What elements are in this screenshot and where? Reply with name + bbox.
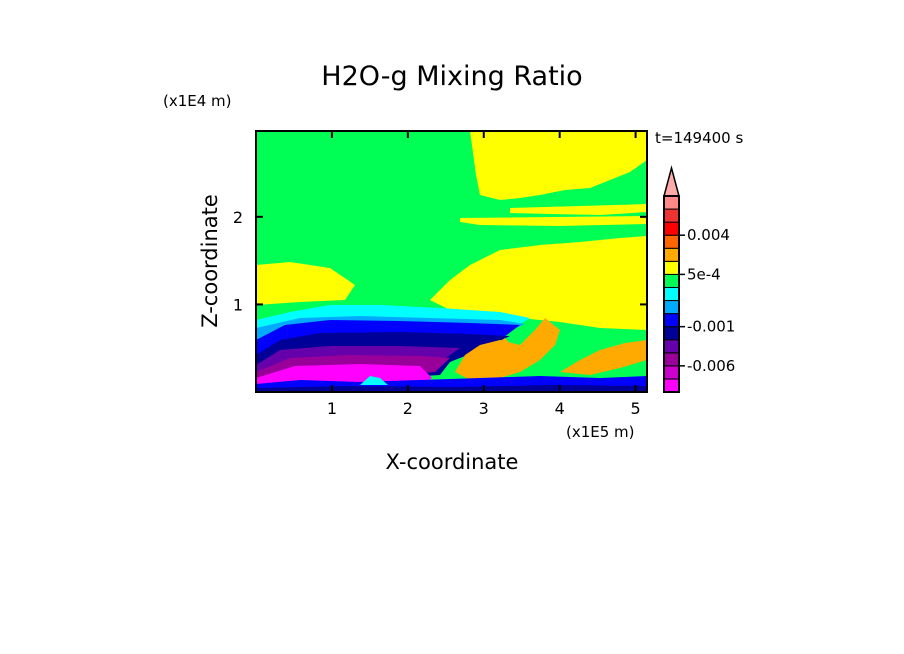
colorbar-swatch <box>663 247 680 262</box>
colorbar-swatch <box>663 352 680 367</box>
colorbar-overflow-arrow <box>663 165 680 197</box>
colorbar-label: -0.001 <box>687 318 735 336</box>
x-tick-label: 4 <box>555 399 565 418</box>
colorbar-swatch <box>663 300 680 315</box>
x-tick-label: 1 <box>327 399 337 418</box>
x-tick-label: 5 <box>631 399 641 418</box>
colorbar: -0.006 -0.001 5e-4 0.004 <box>663 165 735 393</box>
colorbar-frame <box>663 195 680 393</box>
y-tick-label: 1 <box>233 295 243 314</box>
time-label: t=149400 s <box>655 129 743 147</box>
contour-field <box>256 131 647 392</box>
contour-band-orange-3 <box>480 338 515 372</box>
contour-band-surface-darkblue <box>256 385 647 392</box>
contour-band-yellow-streak-1 <box>510 204 647 215</box>
colorbar-swatch <box>663 365 680 380</box>
colorbar-swatch <box>663 378 680 393</box>
colorbar-swatch <box>663 208 680 223</box>
contour-band-surface-cyan <box>360 376 388 385</box>
contour-band-yellow-left <box>256 262 355 305</box>
x-axis-ticks: 1 2 3 4 5 <box>327 131 641 418</box>
x-tick-label: 3 <box>479 399 489 418</box>
colorbar-swatch <box>663 273 680 288</box>
colorbar-label: -0.006 <box>687 357 735 375</box>
x-scale-label: (x1E5 m) <box>566 423 635 441</box>
x-axis-label: X-coordinate <box>386 450 519 474</box>
chart-title: H2O-g Mixing Ratio <box>321 61 582 92</box>
colorbar-swatch <box>663 326 680 341</box>
colorbar-label: 0.004 <box>687 226 730 244</box>
colorbar-swatch <box>663 313 680 328</box>
colorbar-swatch <box>663 286 680 302</box>
colorbar-swatch <box>663 234 680 249</box>
colorbar-swatch <box>663 221 680 236</box>
contour-band-yellow-streak-2 <box>460 216 647 226</box>
y-scale-label: (x1E4 m) <box>163 92 232 110</box>
colorbar-swatch <box>663 195 680 210</box>
contour-band-yellow-main <box>430 236 647 330</box>
colorbar-swatch <box>663 339 680 354</box>
y-axis-ticks: 12 <box>233 208 647 314</box>
contour-band-orange-2 <box>560 340 647 375</box>
plot-frame <box>255 130 648 393</box>
colorbar-label: 5e-4 <box>687 265 721 283</box>
x-tick-label: 2 <box>403 399 413 418</box>
contour-band-upper-yellow <box>470 131 647 200</box>
colorbar-swatch <box>663 260 680 275</box>
y-tick-label: 2 <box>233 208 243 227</box>
y-axis-label: Z-coordinate <box>198 194 222 328</box>
